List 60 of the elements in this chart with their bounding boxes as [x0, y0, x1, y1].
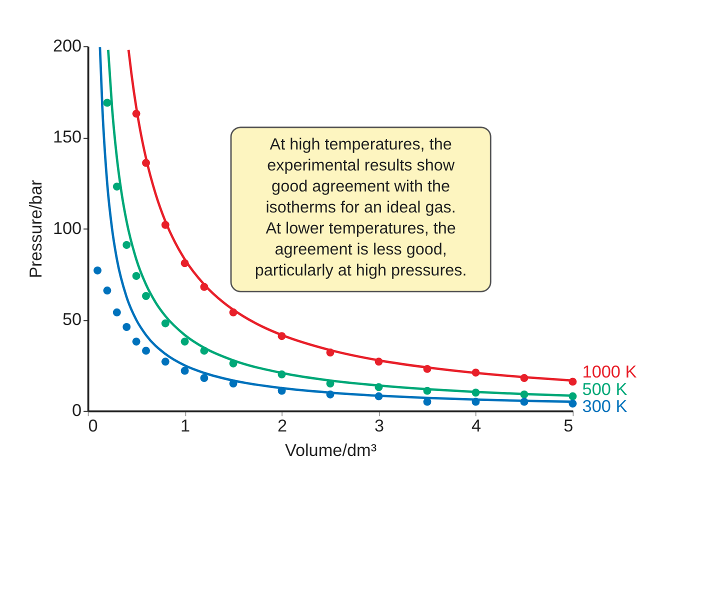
- point: [122, 323, 131, 331]
- x-axis-title: Volume/dm³: [284, 440, 377, 460]
- point: [374, 358, 383, 366]
- point: [161, 220, 170, 229]
- point: [180, 338, 189, 346]
- point: [132, 110, 140, 118]
- point: [161, 358, 170, 366]
- x-tick-label: 4: [471, 415, 482, 436]
- point: [374, 383, 383, 392]
- point: [229, 359, 238, 368]
- point: [229, 380, 238, 388]
- point: [423, 364, 432, 373]
- point: [278, 332, 286, 340]
- point: [132, 338, 140, 346]
- point: [520, 390, 528, 398]
- point: [200, 374, 208, 382]
- point: [229, 308, 238, 316]
- point: [472, 368, 480, 377]
- x-tick-label: 2: [277, 415, 288, 436]
- point: [112, 182, 121, 191]
- point: [278, 386, 286, 395]
- point: [103, 98, 112, 107]
- point: [520, 398, 528, 406]
- point: [180, 259, 189, 268]
- y-tick-label: 200: [52, 35, 82, 56]
- point: [568, 392, 577, 400]
- y-tick-label: 100: [52, 218, 82, 238]
- point: [132, 272, 140, 280]
- point: [374, 392, 383, 400]
- point: [568, 378, 577, 386]
- point: [122, 240, 131, 249]
- point: [142, 158, 150, 167]
- y-tick-label: 150: [52, 126, 82, 147]
- point: [142, 292, 150, 300]
- x-tick-label: 0: [88, 415, 98, 436]
- y-axis-title: Pressure/bar: [25, 180, 46, 278]
- x-tick-label: 1: [180, 415, 190, 436]
- y-tick-label: 0: [72, 400, 82, 420]
- x-tick-label: 5: [564, 415, 574, 436]
- point: [103, 286, 112, 295]
- point: [161, 319, 170, 328]
- point: [200, 282, 208, 291]
- point: [112, 308, 121, 316]
- point: [180, 366, 189, 375]
- point: [568, 400, 577, 408]
- point: [200, 346, 208, 355]
- point: [326, 380, 334, 388]
- point: [278, 370, 286, 378]
- point: [520, 374, 528, 382]
- point: [326, 390, 334, 398]
- point: [326, 348, 334, 357]
- y-tick-label: 50: [62, 308, 82, 329]
- point: [94, 266, 102, 274]
- series-label: 300 K: [582, 396, 628, 416]
- point: [423, 386, 432, 395]
- point: [472, 388, 480, 397]
- point: [472, 398, 480, 406]
- annotation: At high temperatures, the experimental results show good agreement with the isotherms for an ideal gas. At lower temperatures, the agreement is less good, particularly at high pressures.: [254, 135, 467, 280]
- x-tick-label: 3: [374, 415, 384, 436]
- point: [142, 346, 150, 355]
